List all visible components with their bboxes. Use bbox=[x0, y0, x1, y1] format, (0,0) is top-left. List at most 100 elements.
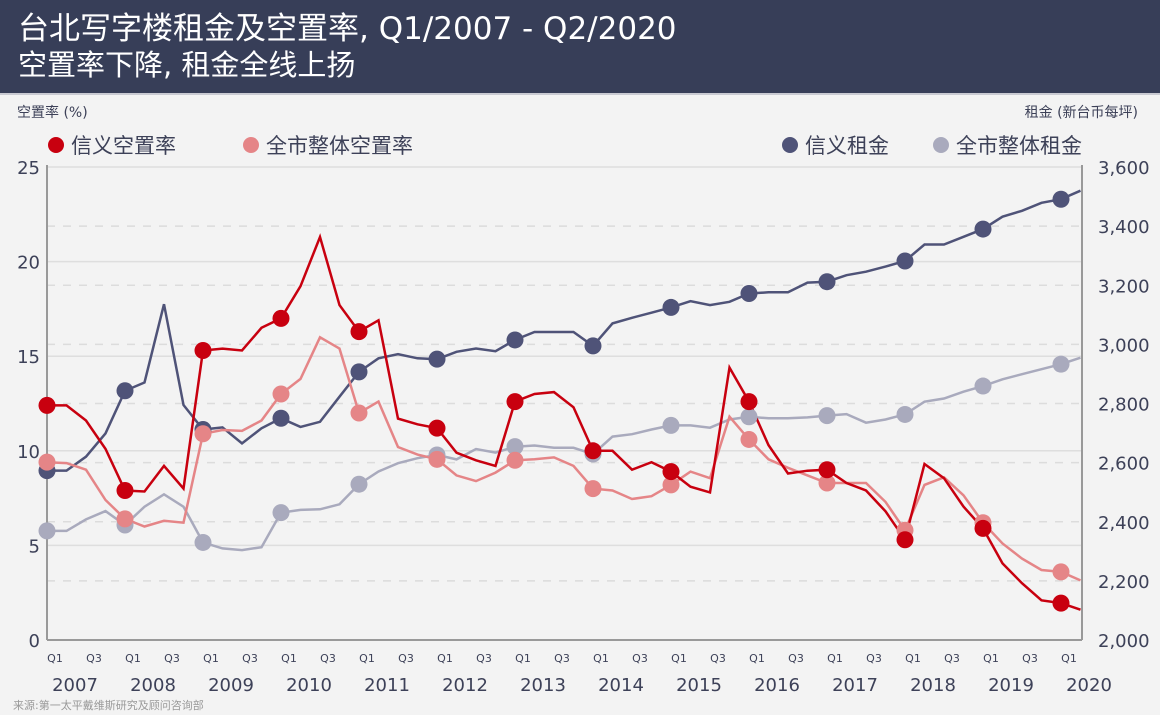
data-point-2 bbox=[116, 382, 134, 400]
x-tick-label: Q3 bbox=[944, 652, 960, 665]
data-point-3 bbox=[506, 438, 524, 456]
x-tick-label: Q1 bbox=[905, 652, 921, 665]
data-point-3 bbox=[1052, 355, 1070, 373]
data-point-2 bbox=[662, 298, 680, 316]
legend-label: 全市整体空置率 bbox=[266, 134, 413, 158]
legend-label: 信义租金 bbox=[805, 134, 889, 158]
x-tick-label: Q3 bbox=[164, 652, 180, 665]
data-point-2 bbox=[740, 285, 758, 303]
data-point-1 bbox=[506, 451, 524, 469]
legend-item-market-rent: 全市整体租金 bbox=[933, 130, 1082, 160]
data-point-0 bbox=[428, 419, 446, 437]
data-point-0 bbox=[194, 342, 212, 360]
legend-marker bbox=[782, 137, 798, 153]
y-tick-label-right: 2,200 bbox=[1098, 572, 1150, 593]
data-point-3 bbox=[662, 416, 680, 434]
data-point-0 bbox=[896, 531, 914, 549]
y-tick-label-left: 20 bbox=[17, 253, 40, 274]
data-point-2 bbox=[428, 350, 446, 368]
legend-marker bbox=[933, 137, 949, 153]
x-tick-label: Q1 bbox=[1061, 652, 1077, 665]
y-tick-label-right: 2,800 bbox=[1098, 395, 1150, 416]
x-year-label: 2010 bbox=[286, 675, 332, 696]
data-point-2 bbox=[272, 409, 290, 427]
x-tick-label: Q3 bbox=[476, 652, 492, 665]
x-tick-label: Q3 bbox=[554, 652, 570, 665]
x-tick-label: Q1 bbox=[515, 652, 531, 665]
legend-item-xinyi-vacancy: 信义空置率 bbox=[48, 130, 176, 160]
data-point-2 bbox=[506, 331, 524, 349]
y-tick-label-right: 3,000 bbox=[1098, 335, 1150, 356]
data-point-0 bbox=[350, 323, 368, 341]
y-tick-label-left: 0 bbox=[29, 631, 40, 652]
data-point-0 bbox=[662, 463, 680, 481]
legend-item-xinyi-rent: 信义租金 bbox=[782, 130, 889, 160]
x-year-label: 2017 bbox=[832, 675, 878, 696]
data-point-0 bbox=[116, 482, 134, 500]
x-tick-label: Q3 bbox=[788, 652, 804, 665]
data-point-2 bbox=[896, 252, 914, 270]
x-tick-label: Q1 bbox=[203, 652, 219, 665]
right-axis-title: 租金 (新台币每坪) bbox=[1024, 105, 1138, 121]
data-point-3 bbox=[818, 407, 836, 425]
data-point-1 bbox=[428, 450, 446, 468]
y-tick-label-right: 2,400 bbox=[1098, 513, 1150, 534]
x-tick-label: Q3 bbox=[398, 652, 414, 665]
x-tick-label: Q3 bbox=[866, 652, 882, 665]
chart-subtitle: 空置率下降, 租金全线上扬 bbox=[18, 48, 356, 82]
data-point-3 bbox=[974, 377, 992, 395]
x-year-label: 2020 bbox=[1066, 675, 1112, 696]
data-point-0 bbox=[818, 461, 836, 479]
x-year-label: 2011 bbox=[364, 675, 410, 696]
x-year-label: 2019 bbox=[988, 675, 1034, 696]
x-tick-label: Q3 bbox=[1022, 652, 1038, 665]
x-year-label: 2013 bbox=[520, 675, 566, 696]
x-year-label: 2014 bbox=[598, 675, 644, 696]
data-point-2 bbox=[974, 220, 992, 238]
data-point-1 bbox=[584, 480, 602, 498]
legend-label: 信义空置率 bbox=[71, 134, 176, 158]
x-tick-label: Q1 bbox=[437, 652, 453, 665]
data-point-1 bbox=[740, 430, 758, 448]
chart-header: 台北写字楼租金及空置率, Q1/2007 - Q2/2020 空置率下降, 租金… bbox=[0, 0, 1160, 95]
data-point-3 bbox=[740, 408, 758, 426]
x-tick-label: Q1 bbox=[671, 652, 687, 665]
data-point-3 bbox=[194, 533, 212, 551]
x-tick-label: Q1 bbox=[47, 652, 63, 665]
data-point-3 bbox=[896, 405, 914, 423]
y-tick-label-left: 15 bbox=[17, 347, 40, 368]
y-tick-label-left: 10 bbox=[17, 442, 40, 463]
x-year-label: 2007 bbox=[52, 675, 98, 696]
x-year-label: 2015 bbox=[676, 675, 722, 696]
data-point-2 bbox=[350, 363, 368, 381]
data-point-1 bbox=[818, 474, 836, 492]
data-point-3 bbox=[38, 522, 56, 540]
data-point-1 bbox=[194, 425, 212, 443]
legend-marker bbox=[48, 137, 64, 153]
data-point-2 bbox=[584, 337, 602, 355]
y-tick-label-left: 25 bbox=[17, 158, 40, 179]
x-year-label: 2012 bbox=[442, 675, 488, 696]
left-axis-title: 空置率 (%) bbox=[17, 105, 88, 121]
data-point-0 bbox=[584, 442, 602, 460]
data-point-1 bbox=[662, 476, 680, 494]
x-tick-label: Q1 bbox=[749, 652, 765, 665]
data-point-0 bbox=[272, 309, 290, 327]
y-tick-label-right: 3,600 bbox=[1098, 158, 1150, 179]
data-point-0 bbox=[740, 393, 758, 411]
data-point-2 bbox=[1052, 190, 1070, 208]
y-tick-label-right: 3,400 bbox=[1098, 217, 1150, 238]
x-year-label: 2016 bbox=[754, 675, 800, 696]
data-point-1 bbox=[38, 453, 56, 471]
data-point-2 bbox=[818, 273, 836, 291]
y-tick-label-right: 2,600 bbox=[1098, 454, 1150, 475]
x-tick-label: Q3 bbox=[320, 652, 336, 665]
chart-title: 台北写字楼租金及空置率, Q1/2007 - Q2/2020 bbox=[18, 11, 677, 47]
data-point-3 bbox=[350, 475, 368, 493]
data-point-0 bbox=[1052, 594, 1070, 612]
x-tick-label: Q3 bbox=[632, 652, 648, 665]
x-tick-label: Q3 bbox=[86, 652, 102, 665]
data-point-3 bbox=[272, 504, 290, 522]
source-note: 来源:第一太平戴维斯研究及顾问咨询部 bbox=[13, 699, 204, 712]
